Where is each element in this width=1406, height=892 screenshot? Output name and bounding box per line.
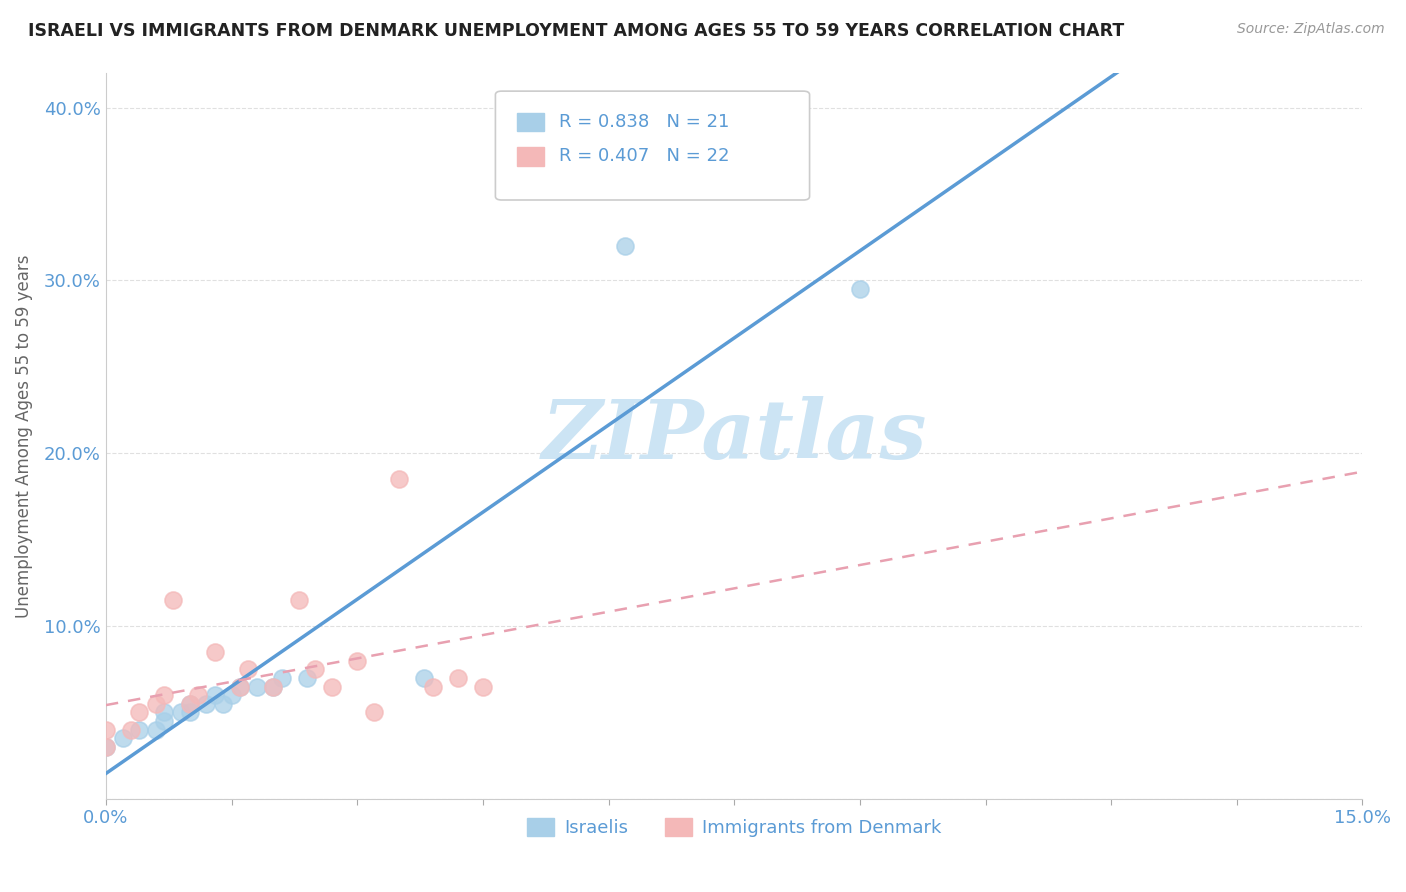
Point bbox=[304, 662, 326, 676]
Point bbox=[94, 739, 117, 754]
Point bbox=[346, 654, 368, 668]
Point bbox=[287, 593, 309, 607]
Point bbox=[212, 697, 235, 711]
Text: Source: ZipAtlas.com: Source: ZipAtlas.com bbox=[1237, 22, 1385, 37]
Point bbox=[145, 723, 167, 737]
Point bbox=[170, 706, 193, 720]
Point bbox=[321, 680, 343, 694]
Point bbox=[145, 697, 167, 711]
Point bbox=[229, 680, 252, 694]
Point bbox=[153, 706, 176, 720]
Point bbox=[246, 680, 269, 694]
Legend: Israelis, Immigrants from Denmark: Israelis, Immigrants from Denmark bbox=[519, 811, 949, 844]
Text: ZIPatlas: ZIPatlas bbox=[541, 396, 927, 476]
Point bbox=[295, 671, 318, 685]
Text: ISRAELI VS IMMIGRANTS FROM DENMARK UNEMPLOYMENT AMONG AGES 55 TO 59 YEARS CORREL: ISRAELI VS IMMIGRANTS FROM DENMARK UNEMP… bbox=[28, 22, 1125, 40]
Point bbox=[179, 697, 201, 711]
Point bbox=[195, 697, 218, 711]
Point bbox=[128, 706, 150, 720]
Point bbox=[363, 706, 385, 720]
Point bbox=[94, 739, 117, 754]
Point bbox=[849, 282, 872, 296]
Point bbox=[471, 680, 494, 694]
Point bbox=[238, 662, 260, 676]
Point bbox=[229, 680, 252, 694]
Point bbox=[204, 645, 226, 659]
Point bbox=[153, 714, 176, 728]
Point bbox=[204, 688, 226, 702]
Point bbox=[447, 671, 470, 685]
Point bbox=[221, 688, 243, 702]
Point bbox=[94, 723, 117, 737]
FancyBboxPatch shape bbox=[517, 147, 544, 166]
Point bbox=[111, 731, 134, 746]
FancyBboxPatch shape bbox=[517, 113, 544, 131]
Text: R = 0.838   N = 21: R = 0.838 N = 21 bbox=[560, 113, 730, 131]
Point bbox=[179, 706, 201, 720]
Point bbox=[187, 688, 209, 702]
Y-axis label: Unemployment Among Ages 55 to 59 years: Unemployment Among Ages 55 to 59 years bbox=[15, 254, 32, 617]
Point bbox=[614, 239, 637, 253]
Text: R = 0.407   N = 22: R = 0.407 N = 22 bbox=[560, 147, 730, 165]
Point bbox=[128, 723, 150, 737]
Point bbox=[270, 671, 292, 685]
Point bbox=[179, 697, 201, 711]
Point bbox=[422, 680, 444, 694]
Point bbox=[120, 723, 142, 737]
Point bbox=[388, 472, 411, 486]
Point bbox=[262, 680, 284, 694]
FancyBboxPatch shape bbox=[495, 91, 810, 200]
Point bbox=[413, 671, 436, 685]
Point bbox=[153, 688, 176, 702]
Point bbox=[162, 593, 184, 607]
Point bbox=[262, 680, 284, 694]
